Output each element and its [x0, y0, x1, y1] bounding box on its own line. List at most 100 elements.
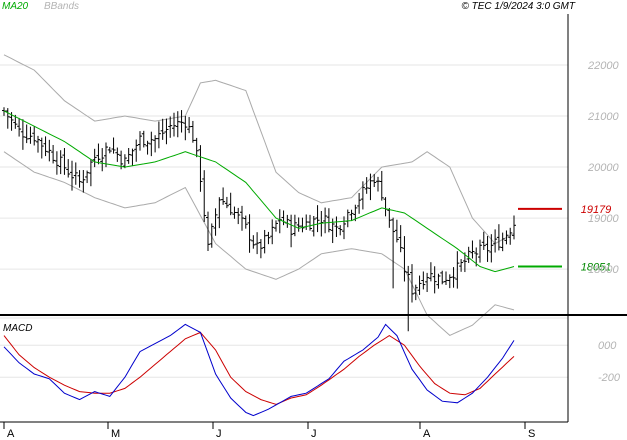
ohlc-bar [394, 219, 399, 243]
ohlc-bar [43, 136, 48, 157]
axis-labels: 19179 18051 22000 21000 20000 19000 18000 000 -2… [3, 60, 621, 440]
legend-ma20: MA20 [2, 1, 29, 12]
y-tick-label: 18000 [588, 264, 619, 276]
ohlc-bar [368, 173, 373, 201]
ma20-layer [3, 110, 515, 273]
ohlc-bar [88, 159, 93, 187]
x-tick-label: M [111, 428, 120, 440]
macd-layer [3, 323, 515, 417]
ohlc-bar [32, 126, 37, 146]
ohlc-bar [436, 273, 441, 289]
ohlc-bar [206, 211, 210, 252]
ohlc-bar [232, 206, 237, 219]
ohlc-bar [323, 207, 328, 234]
ohlc-bar [432, 266, 437, 294]
ohlc-bar [70, 160, 74, 191]
ohlc-bar [115, 147, 120, 162]
ohlc-bar [111, 137, 116, 154]
ohlc-bar [39, 137, 44, 159]
ohlc-bar [300, 217, 305, 233]
ohlc-bar [73, 162, 78, 185]
y-tick-label: 21000 [587, 111, 619, 123]
ohlc-bar [478, 239, 482, 263]
ohlc-bar [77, 170, 82, 188]
ohlc-bar [62, 148, 67, 175]
x-tick-label: A [7, 428, 15, 440]
ohlc-bar [360, 181, 365, 210]
x-tick-label: A [423, 428, 431, 440]
ohlc-bar [100, 148, 105, 172]
ohlc-bar [508, 227, 513, 245]
level-lines [518, 207, 562, 268]
ohlc-bar [496, 224, 501, 251]
bbands-lower [3, 151, 515, 336]
ohlc-bar [36, 135, 40, 153]
ohlc-bar [141, 130, 146, 148]
ohlc-bar [187, 117, 192, 134]
ohlc-bar [213, 208, 218, 236]
ohlc-bar [134, 139, 139, 162]
ohlc-bar [289, 214, 294, 248]
ohlc-bar [470, 240, 475, 259]
ohlc-bar [444, 271, 448, 285]
ohlc-bar [236, 207, 241, 225]
macd-tick-label: -200 [598, 372, 621, 384]
ohlc-bar [406, 265, 411, 332]
price-bars-layer [2, 107, 516, 332]
ohlc-bar [455, 251, 460, 289]
ohlc-bar [285, 214, 290, 228]
ohlc-bar [274, 220, 278, 232]
ohlc-bar [391, 217, 396, 289]
ohlc-bar [251, 235, 256, 249]
ohlc-bar [334, 216, 339, 237]
ohlc-bar [353, 204, 358, 222]
ohlc-bar [194, 137, 199, 158]
ohlc-bar [379, 170, 384, 201]
y-tick-label: 19000 [588, 213, 619, 225]
ohlc-bar [168, 116, 173, 138]
x-tick-label: J [311, 428, 317, 440]
ohlc-bar [428, 262, 433, 282]
ohlc-bar [243, 215, 248, 229]
ohlc-bar [202, 170, 207, 223]
ohlc-bar [175, 111, 180, 138]
ohlc-bar [342, 216, 346, 240]
macd-tick-label: 000 [598, 340, 617, 352]
ohlc-bar [311, 216, 316, 237]
ohlc-bar [179, 110, 184, 133]
level-label: 19179 [581, 204, 612, 216]
ohlc-bar [425, 272, 430, 292]
ohlc-bar [512, 215, 516, 240]
ohlc-bar [130, 148, 135, 166]
ohlc-bar [466, 246, 471, 263]
ohlc-bar [221, 187, 226, 205]
ohlc-bar [240, 205, 244, 231]
ohlc-bar [504, 230, 509, 245]
ohlc-bar [262, 229, 267, 254]
ohlc-bar [156, 121, 161, 149]
ohlc-bar [421, 271, 426, 290]
legend-bbands: BBands [44, 1, 79, 12]
ohlc-bar [51, 144, 56, 164]
ohlc-bar [81, 170, 86, 193]
y-tick-label: 22000 [587, 60, 619, 72]
level-label: 18051 [581, 261, 612, 273]
ohlc-bar [160, 118, 165, 140]
ohlc-bar [28, 126, 33, 144]
ohlc-bar [228, 192, 233, 216]
ohlc-bar [66, 159, 71, 178]
ohlc-bar [349, 209, 354, 221]
ohlc-bar [357, 192, 362, 214]
ohlc-bar [126, 147, 131, 164]
ohlc-bar [462, 252, 467, 273]
ohlc-bar [92, 148, 97, 168]
ohlc-bar [122, 154, 127, 169]
ohlc-bar [149, 131, 154, 157]
macd-label: MACD [3, 323, 32, 334]
ohlc-bar [247, 214, 252, 253]
ohlc-bar [277, 209, 282, 234]
ohlc-bar [402, 236, 407, 282]
ohlc-bar [481, 231, 486, 250]
